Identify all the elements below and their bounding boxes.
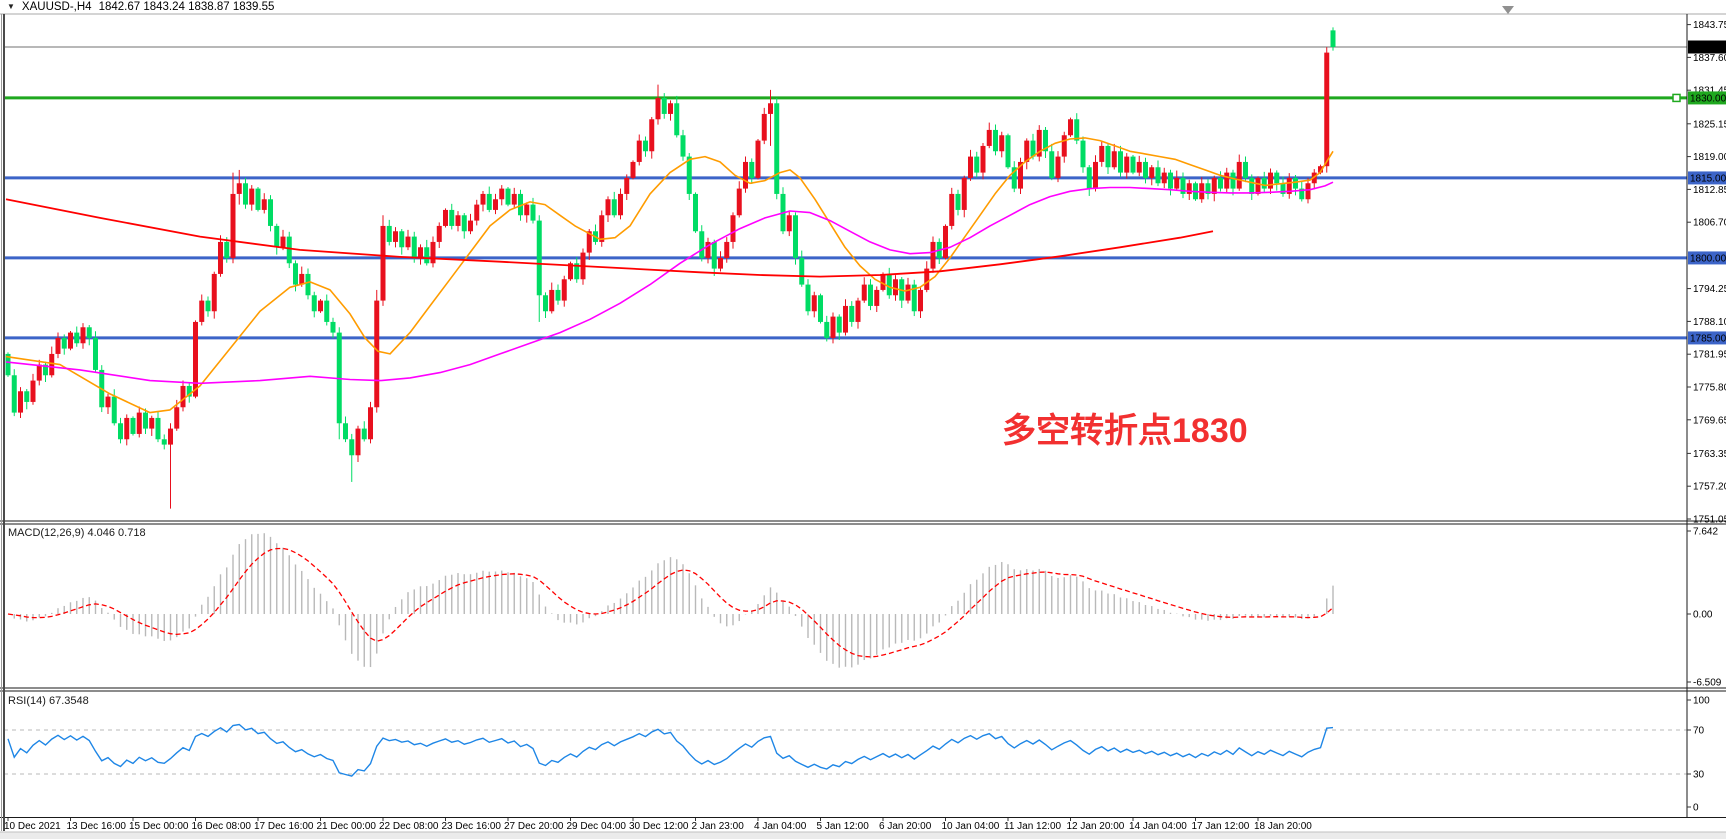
macd-signal-line — [7, 547, 1334, 658]
time-tick-label: 5 Jan 12:00 — [817, 821, 870, 832]
rsi-indicator-label: RSI(14) 67.3548 — [8, 695, 89, 707]
macd-axis-label: 7.642 — [1693, 527, 1718, 538]
chart-shift-marker — [1502, 6, 1514, 14]
price-tick-label: 1763.35 — [1693, 449, 1726, 460]
price-tick-label: 1825.15 — [1693, 119, 1726, 130]
time-tick-label: 17 Jan 12:00 — [1192, 821, 1250, 832]
ma-slow — [5, 198, 1214, 278]
time-tick-label: 2 Jan 23:00 — [692, 821, 745, 832]
rsi-axis-label: 100 — [1693, 696, 1710, 707]
price-tick-label: 1794.25 — [1693, 284, 1726, 295]
time-tick-label: 15 Dec 00:00 — [129, 821, 189, 832]
rsi-level-lines — [4, 729, 1687, 775]
time-tick-label: 12 Jan 20:00 — [1067, 821, 1125, 832]
time-tick-label: 4 Jan 04:00 — [754, 821, 807, 832]
price-tick-label: 1806.70 — [1693, 218, 1726, 229]
price-tick-label: 1781.95 — [1693, 350, 1726, 361]
hline-handle — [1672, 93, 1681, 103]
price-tick-label: 1831.45 — [1693, 86, 1726, 97]
time-tick-label: 23 Dec 16:00 — [442, 821, 502, 832]
svg-text:1815.00: 1815.00 — [1690, 174, 1726, 185]
price-badge — [1688, 91, 1726, 105]
svg-text:1830.00: 1830.00 — [1690, 94, 1726, 105]
price-tick-label: 1788.10 — [1693, 317, 1726, 328]
time-tick-label: 22 Dec 08:00 — [379, 821, 439, 832]
price-badge — [1688, 331, 1726, 345]
rsi-axis-label: 30 — [1693, 770, 1705, 781]
svg-text:1839.55: 1839.55 — [1690, 43, 1726, 54]
svg-text:1800.00: 1800.00 — [1690, 254, 1726, 265]
price-tick-label: 1837.60 — [1693, 53, 1726, 64]
panel-frame — [0, 6, 1726, 839]
time-tick-label: 18 Jan 20:00 — [1254, 821, 1312, 832]
rsi-axis-label: 0 — [1693, 803, 1699, 814]
time-tick-label: 6 Jan 20:00 — [879, 821, 932, 832]
chevron-down-icon[interactable]: ▼ — [7, 2, 15, 11]
time-tick-label: 30 Dec 12:00 — [629, 821, 689, 832]
macd-axis-label: -6.509 — [1693, 678, 1722, 689]
horizontal-level-lines[interactable] — [4, 93, 1687, 340]
time-axis[interactable]: 10 Dec 2021 13 Dec 16:00 15 Dec 00:00 16 De… — [4, 818, 1312, 832]
time-tick-label: 10 Dec 2021 — [4, 821, 61, 832]
time-tick-label: 13 Dec 16:00 — [67, 821, 127, 832]
price-tick-label: 1769.65 — [1693, 415, 1726, 426]
price-badge — [1688, 40, 1726, 54]
time-tick-label: 17 Dec 16:00 — [254, 821, 314, 832]
chart-header: ▼ XAUUSD-,H4 1842.67 1843.24 1838.87 183… — [7, 1, 274, 13]
macd-histogram — [13, 533, 1334, 668]
time-tick-label: 10 Jan 04:00 — [942, 821, 1000, 832]
price-tick-label: 1757.20 — [1693, 482, 1726, 493]
time-tick-label: 11 Jan 12:00 — [1004, 821, 1062, 832]
price-tick-label: 1751.05 — [1693, 514, 1726, 525]
text-annotation[interactable]: 多空转折点1830 — [1002, 412, 1248, 450]
price-badge — [1688, 171, 1726, 185]
macd-indicator-label: MACD(12,26,9) 4.046 0.718 — [8, 527, 146, 539]
time-tick-label: 27 Dec 20:00 — [504, 821, 564, 832]
price-badge — [1688, 251, 1726, 265]
ma-fast — [5, 137, 1334, 414]
rsi-line — [7, 723, 1334, 777]
ma-mid — [5, 181, 1334, 385]
symbol-timeframe-label: XAUUSD-,H4 — [21, 1, 92, 13]
time-tick-label: 16 Dec 08:00 — [192, 821, 252, 832]
price-tick-label: 1775.80 — [1693, 382, 1726, 393]
macd-axis: 7.642 0.00 -6.509 — [1687, 527, 1722, 689]
ohlc-values: 1842.67 1843.24 1838.87 1839.55 — [98, 1, 275, 13]
svg-text:1785.00: 1785.00 — [1690, 334, 1726, 345]
time-tick-label: 14 Jan 04:00 — [1129, 821, 1187, 832]
price-tick-label: 1819.00 — [1693, 152, 1726, 163]
rsi-axis: 100 70 30 0 — [1687, 696, 1710, 814]
price-tick-label: 1843.75 — [1693, 20, 1726, 31]
macd-axis-label: 0.00 — [1693, 610, 1713, 621]
price-tick-label: 1812.85 — [1693, 185, 1726, 196]
price-axis: 1843.75 1837.60 1831.45 1825.15 1819.00 1812.… — [1687, 20, 1726, 525]
time-tick-label: 21 Dec 00:00 — [317, 821, 377, 832]
candlesticks[interactable] — [5, 27, 1336, 509]
rsi-axis-label: 70 — [1693, 726, 1705, 737]
time-tick-label: 29 Dec 04:00 — [567, 821, 627, 832]
